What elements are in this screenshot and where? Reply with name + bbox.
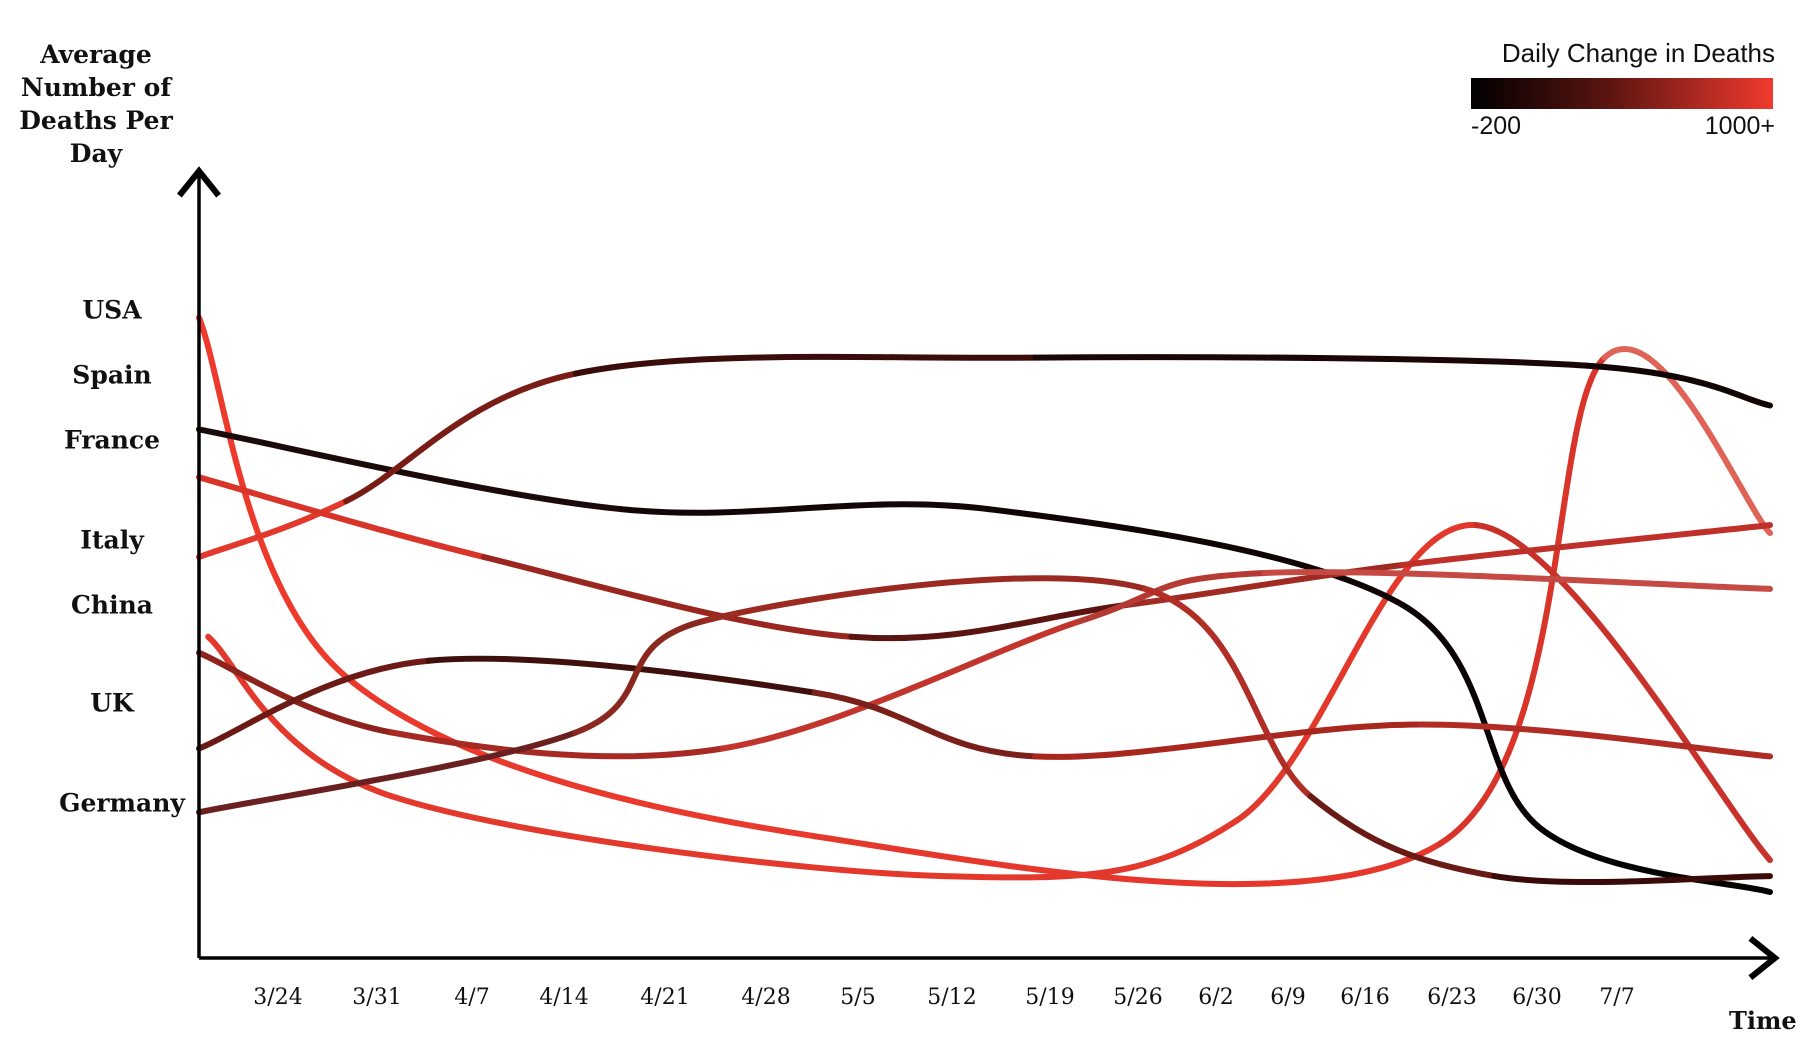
- series-segment: [196, 729, 579, 816]
- series-line: [196, 314, 1773, 888]
- series-segment: [1399, 601, 1544, 832]
- series-segment: [811, 689, 1038, 760]
- series-segment: [1583, 362, 1773, 409]
- x-tick-label: 6/9: [1270, 985, 1306, 1010]
- series-line: [196, 353, 1773, 560]
- series-segment: [425, 655, 818, 696]
- y-category-label: Italy: [80, 525, 144, 555]
- x-tick-label: 5/12: [927, 985, 977, 1010]
- y-category-label: Spain: [72, 360, 152, 390]
- legend-max-label: 1000+: [1704, 112, 1775, 140]
- series-segment: [719, 617, 1084, 752]
- series-segment: [1436, 354, 1608, 848]
- x-tick-label: 4/28: [741, 985, 791, 1010]
- series-segment: [572, 617, 708, 736]
- series-segment: [1032, 721, 1424, 760]
- series-segment: [1261, 569, 1773, 592]
- x-tick-label: 4/14: [539, 985, 589, 1010]
- series-segment: [701, 575, 1149, 624]
- series-segment: [196, 657, 432, 752]
- legend-color-bar: [1471, 78, 1773, 109]
- y-category-label: China: [71, 590, 153, 620]
- series-segment: [1032, 354, 1590, 369]
- series-segment: [986, 506, 1406, 608]
- series-segment: [940, 817, 1241, 881]
- y-category-label: France: [64, 425, 160, 455]
- x-tick-label: 5/26: [1113, 985, 1163, 1010]
- series-line: [196, 426, 1773, 895]
- series-segment: [1142, 585, 1314, 800]
- x-tick-label: 3/31: [352, 985, 402, 1010]
- series-segment: [618, 501, 993, 516]
- series-segment: [480, 554, 855, 640]
- series-segment: [196, 498, 349, 560]
- x-tick-label: 6/23: [1427, 985, 1477, 1010]
- series-line: [196, 474, 1773, 642]
- x-tick-label: 3/24: [253, 985, 303, 1010]
- series-segment: [1307, 793, 1498, 880]
- series-segment: [1078, 570, 1268, 624]
- y-category-label: Germany: [59, 788, 185, 818]
- legend-min-label: -200: [1471, 112, 1522, 140]
- series-segment: [196, 649, 395, 736]
- series-segment: [1473, 522, 1773, 864]
- series-segment: [343, 673, 818, 840]
- series-segment: [1234, 522, 1479, 824]
- y-category-label: UK: [90, 688, 134, 718]
- x-tick-label: 6/2: [1198, 985, 1234, 1010]
- series-segment: [343, 370, 579, 505]
- series-segment: [848, 601, 1130, 642]
- series-segment: [196, 474, 487, 560]
- series-segment: [1491, 873, 1773, 885]
- series-segment: [811, 833, 1443, 888]
- series-line: [196, 569, 1773, 760]
- x-tick-label: 4/7: [454, 985, 490, 1010]
- series-segment: [572, 353, 1038, 377]
- series-line: [196, 575, 1773, 885]
- y-category-label: USA: [82, 295, 142, 325]
- x-tick-label: 6/16: [1340, 985, 1390, 1010]
- series-segment: [1537, 825, 1773, 895]
- y-axis-title: Average Number of Deaths Per Day: [19, 40, 173, 168]
- series-line: [196, 655, 1773, 760]
- series-segment: [196, 426, 625, 513]
- x-tick-label: 7/7: [1599, 985, 1635, 1010]
- series-segment: [1399, 522, 1773, 568]
- x-tick-label: 5/19: [1025, 985, 1075, 1010]
- series-segment: [388, 793, 947, 880]
- legend-title: Daily Change in Deaths: [1501, 38, 1775, 68]
- x-tick-label: 4/21: [640, 985, 690, 1010]
- x-axis-title: Time: [1729, 1006, 1797, 1035]
- series-segment: [205, 633, 395, 800]
- x-tick-label: 6/30: [1512, 985, 1562, 1010]
- x-tick-label: 5/5: [840, 985, 876, 1010]
- series-segment: [1417, 721, 1773, 760]
- series-segment: [1601, 346, 1773, 537]
- series-segment: [388, 729, 726, 760]
- series-layer: [196, 314, 1773, 895]
